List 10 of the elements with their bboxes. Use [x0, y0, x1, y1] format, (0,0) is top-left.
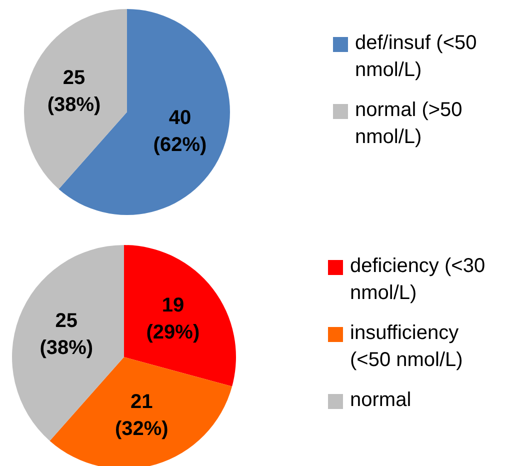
data-label: 19 (29%)	[146, 294, 200, 344]
data-label: 40 (62%)	[153, 107, 207, 156]
data-label: 25 (38%)	[47, 66, 101, 116]
legend-label: def/insuf (<50 nmol/L)	[355, 31, 478, 83]
legend-label: normal	[350, 388, 412, 413]
legend-label: normal (>50 nmol/L)	[355, 98, 464, 150]
legend-label: deficiency (<30 nmol/L)	[350, 254, 486, 306]
data-label: 21 (32%)	[114, 391, 168, 440]
legend-label: insufficiency (<50 nmol/L)	[350, 321, 464, 373]
data-label: 25 (38%)	[40, 310, 94, 360]
